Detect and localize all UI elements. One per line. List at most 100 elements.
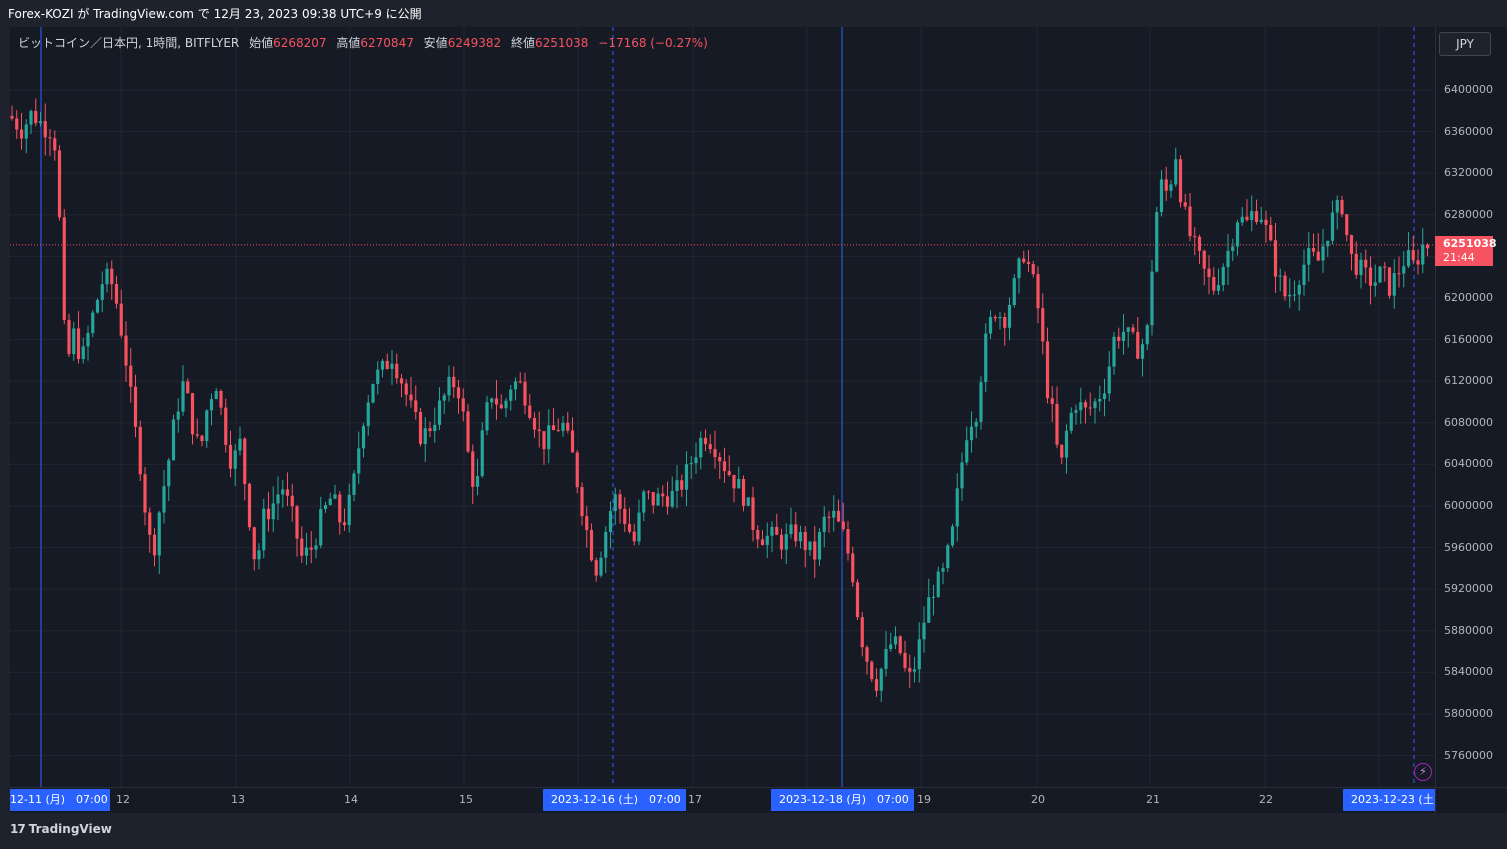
publish-header: Forex-KOZI が TradingView.com で 12月 23, 2… — [0, 0, 1507, 28]
candle-down — [252, 527, 256, 560]
candle-down — [993, 316, 997, 319]
legend-close-label: 終値 — [510, 36, 535, 50]
candle-down — [152, 534, 157, 556]
candle-up — [765, 535, 769, 545]
candle-down — [1036, 274, 1040, 309]
candle-up — [822, 516, 826, 533]
candle-up — [1150, 271, 1154, 326]
candle-up — [1378, 266, 1382, 283]
candle-up — [323, 505, 328, 510]
candle-up — [437, 400, 442, 425]
candle-down — [1207, 268, 1211, 277]
candle-down — [718, 457, 722, 462]
candle-up — [547, 425, 551, 450]
candle-down — [528, 405, 532, 418]
candle-up — [884, 649, 888, 669]
candle-up — [656, 493, 660, 506]
candle-down — [556, 430, 560, 432]
candle-down — [722, 461, 727, 472]
candle-up — [746, 497, 750, 506]
candle-down — [542, 431, 546, 450]
legend-high-label: 高値 — [336, 36, 361, 50]
candle-down — [1212, 276, 1216, 291]
candle-up — [789, 524, 793, 535]
candle-up — [205, 410, 209, 442]
price-tick-label: 6280000 — [1444, 207, 1493, 221]
candle-up — [1335, 199, 1339, 213]
time-tick-label: 20 — [1031, 793, 1045, 806]
time-scale[interactable]: 12 13 14 15 17 19 20 21 22 12-11 (月) 07:00 2023-12… — [10, 787, 1435, 813]
candle-up — [480, 430, 484, 477]
candle-up — [504, 400, 508, 409]
candle-up — [105, 268, 109, 285]
legend-open-value: 6268207 — [273, 36, 327, 50]
candle-down — [874, 679, 879, 691]
candle-down — [703, 437, 708, 445]
currency-button[interactable]: JPY — [1439, 32, 1491, 56]
candle-down — [53, 138, 57, 151]
candle-down — [1131, 327, 1135, 332]
footer: 17 TradingView — [0, 813, 1507, 849]
candle-down — [1387, 267, 1392, 296]
candle-up — [1278, 275, 1282, 277]
candle-down — [836, 510, 841, 522]
candle-down — [551, 425, 556, 431]
time-marker-label: 12-11 (月) 07:00 — [10, 789, 110, 811]
time-marker-label: 2023-12-18 (月) 07:00 — [771, 789, 914, 811]
candle-down — [860, 617, 864, 648]
candle-down — [855, 582, 860, 618]
candle-down — [1188, 206, 1192, 237]
candle-down — [290, 495, 294, 507]
legend-close-value: 6251038 — [534, 36, 589, 50]
candle-up — [1392, 273, 1396, 296]
candle-down — [243, 438, 247, 484]
candle-up — [965, 440, 969, 463]
candle-up — [950, 526, 955, 546]
candle-up — [1259, 219, 1263, 223]
candle-down — [133, 386, 138, 427]
candle-down — [803, 531, 807, 551]
candle-up — [1093, 401, 1097, 408]
candle-down — [1041, 308, 1045, 342]
time-tick-label: 19 — [917, 793, 931, 806]
chart-pane[interactable] — [10, 27, 1435, 787]
candle-down — [632, 531, 636, 542]
candle-down — [43, 121, 47, 138]
candle-up — [832, 510, 836, 518]
candle-down — [741, 478, 746, 506]
candle-up — [817, 532, 822, 560]
candle-up — [784, 534, 788, 550]
tradingview-logo[interactable]: 17 TradingView — [10, 822, 112, 836]
candle-up — [167, 460, 171, 487]
candle-down — [903, 652, 907, 668]
candle-down — [129, 365, 133, 387]
candle-up — [100, 284, 104, 300]
price-tick-label: 5920000 — [1444, 582, 1493, 596]
candle-down — [1340, 199, 1344, 215]
candle-up — [1240, 216, 1244, 223]
candle-up — [998, 316, 1002, 319]
candle-up — [927, 597, 931, 623]
candle-up — [931, 596, 936, 598]
candle-down — [186, 381, 190, 394]
candle-down — [1425, 244, 1430, 249]
candle-up — [979, 382, 983, 422]
candle-down — [1083, 402, 1088, 408]
candle-down — [138, 426, 142, 475]
candle-down — [813, 541, 817, 560]
lightning-icon[interactable]: ⚡ — [1414, 763, 1432, 781]
candle-down — [537, 429, 541, 432]
candle-up — [1079, 402, 1083, 411]
candle-down — [342, 522, 347, 526]
price-scale[interactable]: 6400000636000063200006280000624000062000… — [1435, 27, 1507, 787]
time-tick-label: 12 — [116, 793, 130, 806]
bar-countdown: 21:44 — [1443, 250, 1475, 264]
candle-down — [48, 137, 52, 139]
price-tick-label: 5840000 — [1444, 665, 1493, 679]
candle-down — [119, 303, 123, 336]
candle-up — [604, 531, 608, 558]
price-tick-label: 6160000 — [1444, 332, 1493, 346]
candle-down — [851, 553, 855, 583]
candle-up — [879, 668, 883, 691]
candle-up — [1359, 259, 1363, 275]
